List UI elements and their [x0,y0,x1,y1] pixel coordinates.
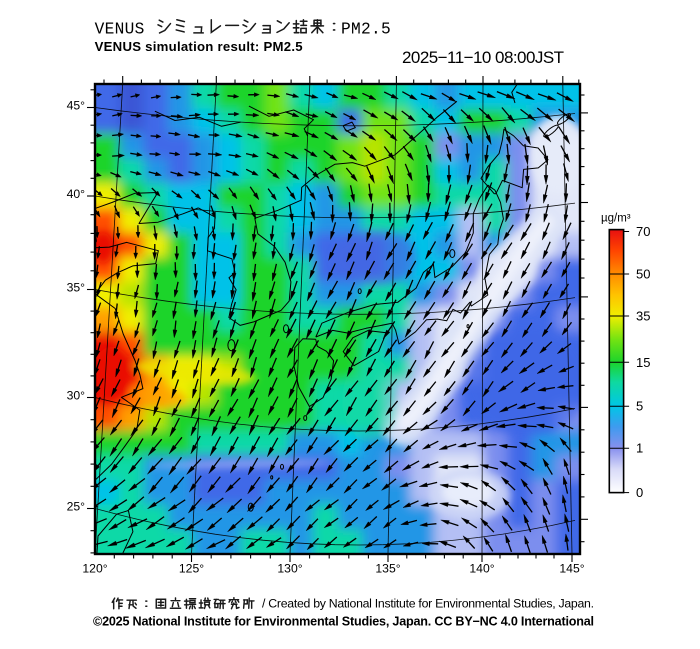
svg-text:120°: 120° [82,562,107,576]
svg-text:25°: 25° [67,499,86,513]
svg-text:VENUS simulation result: PM2.5: VENUS simulation result: PM2.5 [95,39,303,54]
svg-text:PM2.5: PM2.5 [341,21,391,39]
svg-text:/ Created by National Institut: / Created by National Institute for Envi… [262,597,594,611]
svg-text:35°: 35° [67,280,86,294]
svg-text:135°: 135° [375,562,400,576]
svg-text:0: 0 [636,485,643,500]
svg-text:5: 5 [636,399,643,414]
svg-text:1: 1 [636,441,643,456]
svg-text:140°: 140° [469,562,494,576]
svg-text:2025−11−10 08:00JST: 2025−11−10 08:00JST [402,48,564,67]
svg-text:40°: 40° [67,187,86,201]
svg-text:145°: 145° [559,562,584,576]
svg-text:30°: 30° [67,388,86,402]
svg-text:130°: 130° [277,562,302,576]
svg-text:45°: 45° [67,98,86,112]
svg-text:70: 70 [636,224,650,239]
svg-text:VENUS: VENUS [95,21,145,39]
svg-text:50: 50 [636,267,650,282]
svg-text:15: 15 [636,355,650,370]
svg-text:35: 35 [636,309,650,324]
svg-text:125°: 125° [179,562,204,576]
svg-text:µg/m³: µg/m³ [601,213,631,225]
svg-text:©2025 National Institute for E: ©2025 National Institute for Environment… [93,615,594,629]
